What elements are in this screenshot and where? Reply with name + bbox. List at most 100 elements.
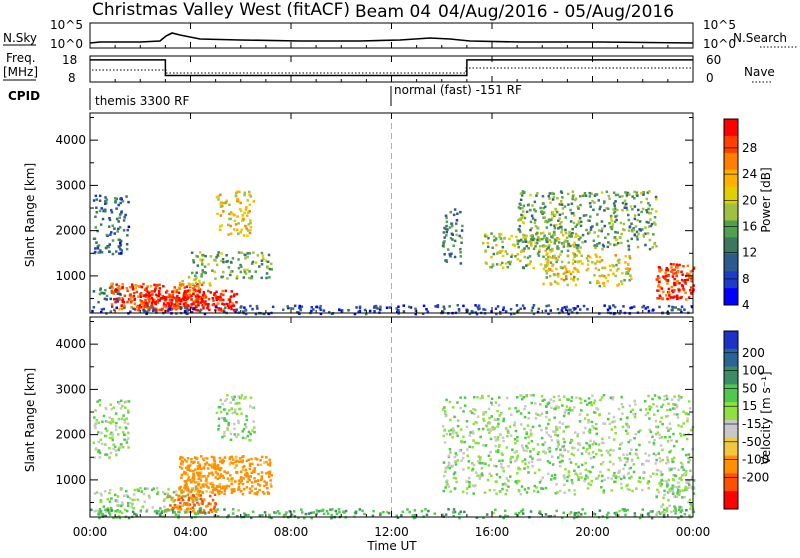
power-cell: [626, 191, 630, 195]
power-cell: [202, 281, 205, 284]
colorbar-tick-label: 50: [742, 381, 757, 395]
velocity-cell: [621, 425, 625, 429]
velocity-cell: [219, 460, 222, 463]
velocity-cell: [268, 471, 272, 474]
power-cell: [101, 291, 104, 295]
power-cell: [232, 304, 236, 307]
velocity-cell: [523, 467, 526, 470]
velocity-cell: [666, 483, 669, 487]
colorbar-swatch: [724, 288, 738, 306]
velocity-cell: [676, 413, 679, 416]
power-cell: [222, 210, 225, 213]
velocity-cell: [194, 481, 197, 484]
power-cell: [628, 193, 631, 196]
power-cell: [228, 303, 231, 306]
velocity-cell: [268, 461, 272, 464]
velocity-cell: [172, 507, 175, 510]
power-cell: [564, 275, 568, 278]
power-cell: [551, 236, 554, 239]
power-cell: [171, 293, 174, 296]
velocity-cell: [241, 493, 245, 496]
velocity-cell: [589, 457, 593, 460]
power-cell: [593, 244, 596, 247]
velocity-cell: [102, 505, 106, 508]
power-cell: [502, 308, 505, 312]
velocity-cell: [231, 411, 234, 415]
power-cell: [538, 250, 541, 253]
velocity-cell: [678, 508, 681, 511]
power-cell: [157, 294, 160, 298]
velocity-cell: [185, 508, 189, 511]
power-cell: [238, 190, 241, 193]
velocity-cell: [661, 511, 664, 514]
velocity-cell: [163, 505, 166, 508]
power-cell: [125, 195, 128, 198]
velocity-cell: [573, 493, 577, 496]
velocity-cell: [559, 448, 562, 451]
power-cell: [541, 202, 545, 205]
power-cell: [519, 250, 523, 253]
velocity-cell: [116, 495, 120, 498]
velocity-cell: [445, 398, 448, 402]
power-cell: [607, 273, 610, 277]
velocity-cell: [523, 415, 527, 419]
velocity-cell: [456, 459, 460, 462]
power-cell: [499, 312, 502, 315]
power-cell: [227, 223, 230, 227]
velocity-cell: [681, 489, 685, 492]
velocity-cell: [576, 434, 579, 438]
power-cell: [684, 291, 687, 295]
velocity-cell: [169, 504, 172, 507]
power-cell: [195, 276, 198, 279]
velocity-cell: [472, 407, 475, 411]
power-cell: [521, 240, 525, 244]
velocity-cell: [211, 462, 214, 466]
velocity-cell: [521, 397, 524, 401]
velocity-cell: [195, 487, 198, 491]
velocity-cell: [496, 425, 499, 428]
velocity-cell: [197, 474, 200, 477]
velocity-cell: [183, 458, 186, 461]
velocity-cell: [469, 431, 472, 434]
power-cell: [583, 192, 587, 195]
power-cell: [134, 286, 138, 290]
power-cell: [190, 294, 193, 298]
power-cell: [123, 216, 126, 219]
power-cell: [545, 253, 548, 256]
power-cell: [607, 207, 610, 210]
velocity-cell: [241, 460, 244, 464]
power-cell: [215, 290, 218, 294]
velocity-cell: [101, 513, 104, 516]
velocity-cell: [231, 512, 235, 515]
velocity-cell: [253, 477, 256, 480]
velocity-cell: [562, 445, 565, 448]
power-cell: [235, 277, 239, 280]
power-cell: [216, 253, 219, 257]
velocity-cell: [198, 511, 202, 514]
power-cell: [175, 312, 178, 315]
velocity-cell: [600, 441, 604, 445]
power-cell: [121, 298, 125, 302]
velocity-cell: [539, 414, 542, 417]
velocity-cell: [372, 509, 375, 513]
velocity-cell: [579, 401, 583, 405]
velocity-cell: [493, 418, 496, 421]
velocity-cell: [109, 403, 112, 406]
velocity-cell: [505, 483, 508, 487]
power-cell: [224, 289, 227, 293]
power-cell: [556, 282, 560, 285]
velocity-cell: [475, 421, 479, 424]
power-cell: [226, 304, 230, 308]
power-cell: [635, 230, 639, 234]
power-cell: [445, 220, 449, 223]
velocity-cell: [379, 513, 382, 516]
velocity-cell: [239, 476, 243, 479]
power-cell: [150, 297, 154, 300]
power-cell: [217, 302, 220, 305]
power-cell: [644, 232, 647, 235]
y-tick-label: 4000: [55, 337, 86, 351]
power-cell: [207, 289, 210, 293]
velocity-cell: [545, 404, 548, 408]
power-cell: [92, 199, 96, 202]
power-cell: [676, 266, 679, 269]
